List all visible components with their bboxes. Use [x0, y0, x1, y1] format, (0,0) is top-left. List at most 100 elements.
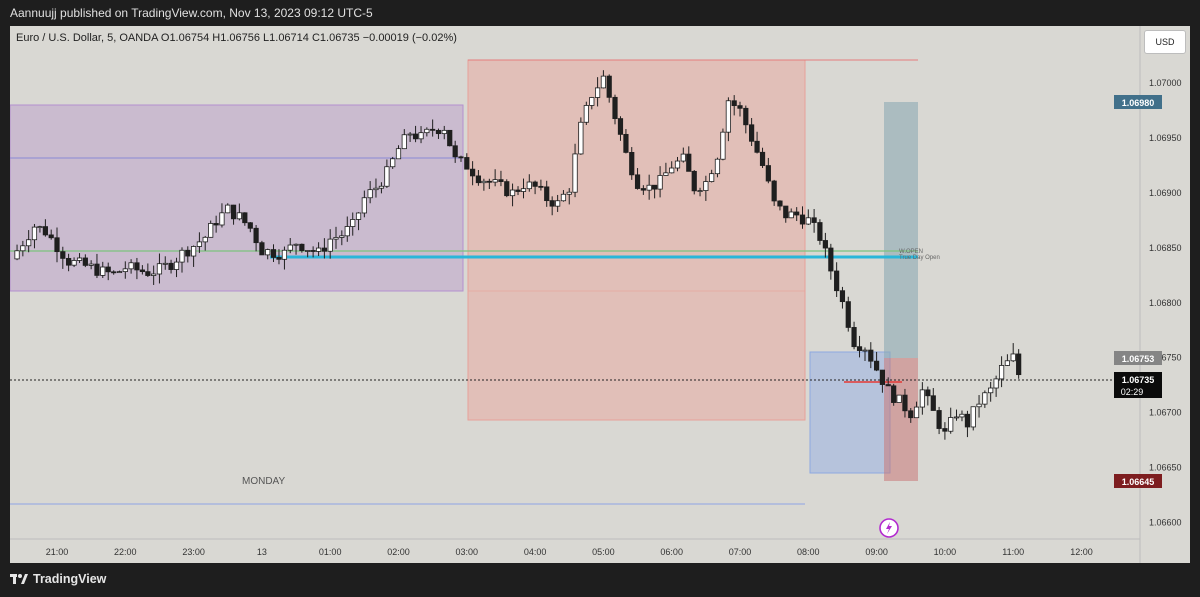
- bull-candle: [293, 243, 299, 246]
- bear-candle: [691, 170, 697, 192]
- bear-candle: [629, 152, 635, 176]
- ny-range-zone: [809, 351, 891, 474]
- bull-candle: [350, 219, 356, 227]
- bear-candle: [430, 128, 436, 131]
- bull-candle: [862, 349, 868, 352]
- currency-button[interactable]: USD: [1144, 30, 1186, 54]
- bull-candle: [959, 413, 965, 418]
- price-tick-label: 1.06750: [1149, 353, 1182, 363]
- bear-candle: [54, 237, 60, 253]
- bull-candle: [998, 365, 1005, 380]
- bear-candle: [964, 413, 971, 428]
- last-price-badge: 1.06735 02:29: [1114, 372, 1162, 398]
- bull-candle: [378, 185, 385, 189]
- bull-candle: [594, 87, 601, 98]
- bear-candle: [925, 389, 931, 397]
- time-tick-label: 01:00: [319, 547, 342, 557]
- bear-candle: [60, 251, 66, 259]
- bull-candle: [589, 97, 595, 106]
- lightning-event-icon[interactable]: [879, 518, 899, 538]
- bull-candle: [190, 246, 197, 257]
- bull-candle: [725, 100, 731, 133]
- bear-candle: [242, 212, 248, 224]
- time-tick-label: 23:00: [182, 547, 205, 557]
- bear-candle: [435, 129, 442, 135]
- bear-candle: [111, 271, 117, 274]
- bear-candle: [247, 222, 253, 229]
- bull-candle: [674, 160, 681, 169]
- bear-candle: [834, 270, 840, 292]
- bull-candle: [669, 167, 675, 174]
- bear-candle: [623, 133, 629, 153]
- bear-candle: [754, 140, 760, 153]
- bear-candle: [771, 180, 777, 202]
- bear-candle: [486, 180, 492, 183]
- bear-candle: [538, 185, 544, 188]
- bull-candle: [646, 184, 652, 191]
- bull-candle: [208, 223, 214, 238]
- bear-candle: [942, 428, 948, 432]
- bear-candle: [891, 385, 897, 403]
- bull-candle: [14, 250, 20, 260]
- bear-candle: [230, 204, 237, 220]
- bull-candle: [173, 261, 180, 270]
- price-tick-label: 1.06700: [1149, 408, 1182, 418]
- bull-candle: [225, 204, 231, 214]
- bear-candle: [134, 262, 140, 271]
- bull-candle: [680, 153, 686, 162]
- bear-candle: [253, 227, 259, 244]
- bear-candle: [452, 145, 458, 158]
- bear-candle: [851, 327, 857, 348]
- bear-candle: [617, 118, 624, 135]
- price-axis[interactable]: 1.07000 1.06950 1.06900 1.06850 1.06800 1.067…: [1149, 78, 1182, 527]
- bear-candle: [185, 249, 191, 257]
- bull-candle: [714, 158, 721, 175]
- bull-candle: [572, 153, 578, 193]
- bear-candle: [634, 174, 641, 189]
- bear-candle: [447, 129, 453, 147]
- bear-candle: [42, 226, 48, 236]
- bull-candle: [953, 416, 960, 419]
- bear-candle: [544, 186, 550, 202]
- bull-candle: [805, 217, 811, 225]
- bear-candle: [532, 181, 538, 187]
- time-axis[interactable]: 21:00 22:00 23:00 13 01:00 02:00 03:00 04:00 05:…: [46, 547, 1093, 557]
- time-tick-label: 05:00: [592, 547, 615, 557]
- bear-candle: [94, 263, 100, 276]
- bull-candle: [720, 131, 726, 160]
- bear-candle: [839, 290, 846, 303]
- bull-candle: [976, 403, 982, 408]
- bear-candle: [321, 247, 327, 252]
- w-open-label: W.OPEN: [899, 249, 923, 255]
- bear-candle: [139, 269, 145, 273]
- tradingview-icon: [10, 574, 28, 584]
- time-tick-label: 04:00: [524, 547, 547, 557]
- bull-candle: [361, 197, 367, 214]
- bull-candle: [202, 236, 208, 243]
- time-tick-label: 21:00: [46, 547, 69, 557]
- bull-candle: [71, 260, 77, 266]
- bull-candle: [560, 193, 567, 202]
- bull-candle: [116, 271, 123, 274]
- bear-candle: [82, 257, 88, 266]
- bear-candle: [765, 165, 771, 182]
- bear-candle: [731, 100, 737, 107]
- bear-candle: [652, 184, 658, 190]
- candle-series: [14, 70, 1022, 440]
- bull-candle: [982, 392, 988, 405]
- bear-candle: [1016, 353, 1022, 376]
- bull-candle: [373, 187, 379, 191]
- bear-candle: [777, 200, 783, 207]
- bull-candle: [600, 75, 607, 89]
- asian-range-zone: [10, 104, 464, 292]
- chart-canvas[interactable]: W.OPEN True Day Open MONDAY 1.07000 1.069…: [10, 26, 1190, 563]
- bear-candle: [504, 181, 510, 197]
- bull-candle: [948, 417, 954, 432]
- bear-candle: [612, 96, 618, 119]
- tradingview-logo[interactable]: TradingView: [10, 572, 106, 586]
- chart-pane[interactable]: W.OPEN True Day Open MONDAY 1.07000 1.069…: [10, 26, 1190, 563]
- bear-candle: [908, 410, 914, 419]
- bull-candle: [122, 268, 128, 273]
- tradingview-wordmark: TradingView: [33, 572, 107, 586]
- bear-candle: [270, 249, 277, 258]
